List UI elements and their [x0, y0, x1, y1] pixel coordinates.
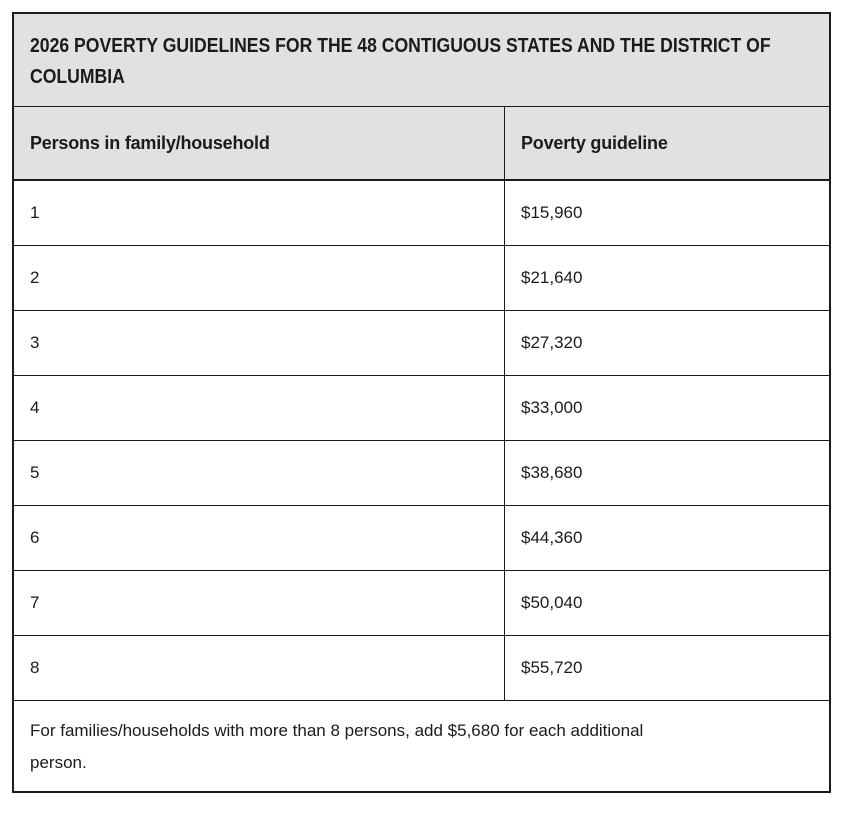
table-row: 6 $44,360	[14, 506, 829, 571]
table-title-line-1: 2026 POVERTY GUIDELINES FOR THE 48 CONTI…	[30, 35, 771, 57]
table-row: 2 $21,640	[14, 246, 829, 311]
table-title: 2026 POVERTY GUIDELINES FOR THE 48 CONTI…	[14, 14, 829, 107]
persons-cell: 6	[30, 528, 40, 547]
column-header-guideline: Poverty guideline	[504, 107, 829, 179]
table-row: 4 $33,000	[14, 376, 829, 441]
persons-cell: 5	[30, 463, 40, 482]
table-footnote: For families/households with more than 8…	[14, 701, 829, 791]
persons-cell: 7	[30, 593, 40, 612]
footnote-line-1: For families/households with more than 8…	[30, 721, 644, 740]
guideline-cell: $44,360	[504, 506, 829, 570]
poverty-guidelines-table: 2026 POVERTY GUIDELINES FOR THE 48 CONTI…	[12, 12, 831, 793]
guideline-cell: $50,040	[504, 571, 829, 635]
guideline-cell: $27,320	[504, 311, 829, 375]
footnote-line-2: person.	[30, 753, 87, 772]
table-row: 8 $55,720	[14, 636, 829, 701]
persons-cell: 8	[30, 658, 40, 677]
guideline-cell: $55,720	[504, 636, 829, 700]
guideline-cell: $38,680	[504, 441, 829, 505]
guideline-cell: $33,000	[504, 376, 829, 440]
persons-cell: 3	[30, 333, 40, 352]
table-row: 7 $50,040	[14, 571, 829, 636]
persons-cell: 1	[30, 203, 40, 222]
table-row: 3 $27,320	[14, 311, 829, 376]
table-header-row: Persons in family/household Poverty guid…	[14, 107, 829, 181]
guideline-cell: $21,640	[504, 246, 829, 310]
table-title-line-2: COLUMBIA	[30, 66, 125, 88]
persons-cell: 2	[30, 268, 40, 287]
table-row: 5 $38,680	[14, 441, 829, 506]
table-row: 1 $15,960	[14, 181, 829, 246]
column-header-persons: Persons in family/household	[30, 132, 270, 153]
guideline-cell: $15,960	[504, 181, 829, 245]
persons-cell: 4	[30, 398, 40, 417]
